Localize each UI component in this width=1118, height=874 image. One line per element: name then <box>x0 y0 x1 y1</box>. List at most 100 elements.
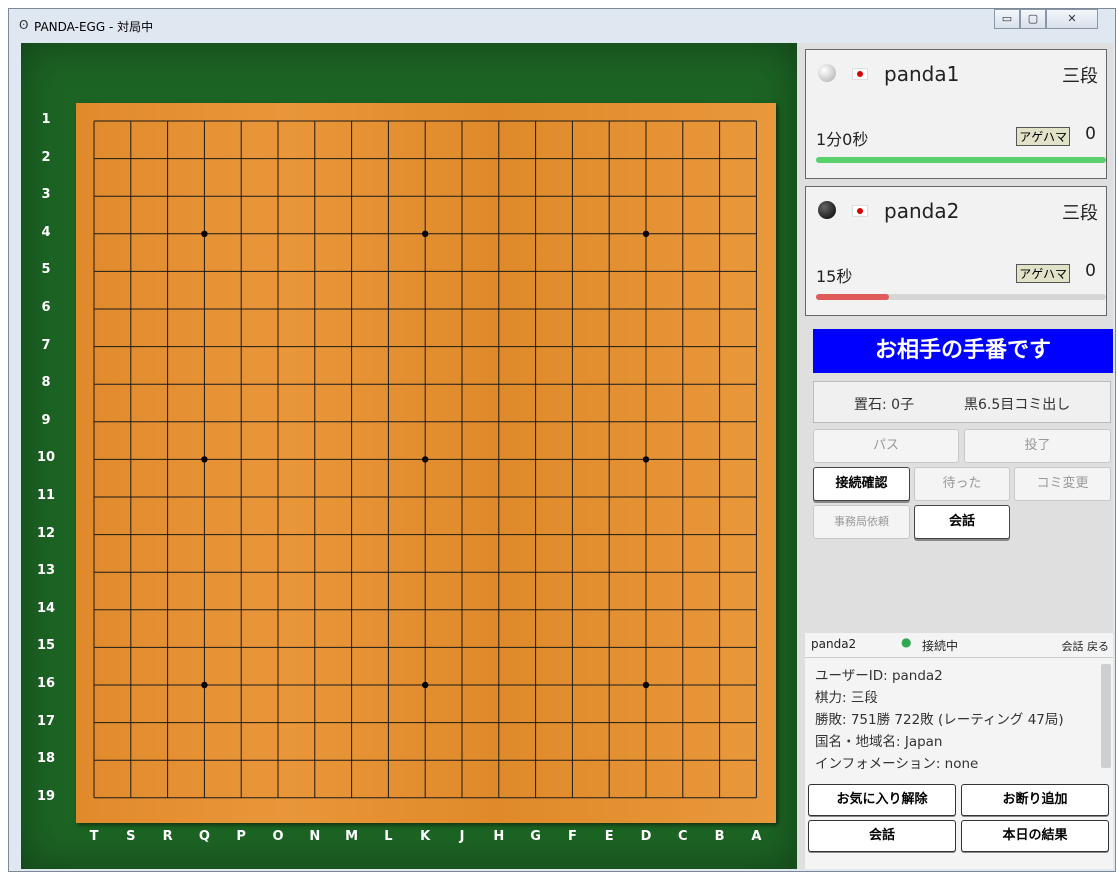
star-point <box>201 230 208 237</box>
info-line: ユーザーID: panda2 <box>815 668 943 684</box>
column-label: M <box>345 829 359 844</box>
time-bar-fill <box>816 294 889 300</box>
row-label: 6 <box>41 300 51 315</box>
chat-button[interactable]: 会話 <box>914 505 1010 539</box>
board-grid[interactable] <box>76 103 776 823</box>
info-line: 棋力: 三段 <box>815 690 878 706</box>
column-label: G <box>530 829 541 844</box>
time-bar-fill <box>816 157 1106 163</box>
resign-button[interactable]: 投了 <box>964 429 1111 463</box>
column-label: N <box>309 829 321 844</box>
info-username: panda2 <box>811 637 857 651</box>
japan-flag-icon <box>852 68 868 80</box>
bottom-buttons: お気に入り解除 お断り追加 会話 本日の結果 <box>805 778 1113 869</box>
row-label: 9 <box>41 412 51 428</box>
connection-check-button[interactable]: 接続確認 <box>813 467 910 501</box>
japan-flag-icon <box>852 205 868 217</box>
row-label: 4 <box>41 224 51 240</box>
column-label: J <box>459 829 465 844</box>
row-label: 18 <box>36 751 56 767</box>
user-info-panel: ユーザーID: panda2 棋力: 三段 勝敗: 751勝 722敗 (レーテ… <box>805 658 1113 778</box>
column-label: Q <box>198 829 210 844</box>
column-label: E <box>604 829 614 844</box>
row-label: 1 <box>41 112 51 127</box>
column-label: P <box>236 829 246 844</box>
row-label: 15 <box>36 638 56 654</box>
row-label: 3 <box>41 187 51 203</box>
maximize-button[interactable]: ▢ <box>1020 9 1046 29</box>
player-time: 15秒 <box>816 267 853 286</box>
unfavorite-button[interactable]: お気に入り解除 <box>808 784 956 816</box>
online-dot-icon: ● <box>901 635 912 649</box>
column-label: A <box>751 829 762 844</box>
office-request-button[interactable]: 事務局依頼 <box>813 505 910 539</box>
star-point <box>422 230 429 237</box>
row-label: 5 <box>41 262 51 278</box>
time-bar <box>816 294 1106 300</box>
time-bar <box>816 157 1106 163</box>
star-point <box>422 456 429 463</box>
star-point <box>642 681 650 689</box>
column-label: R <box>162 829 173 844</box>
column-label: S <box>126 829 136 844</box>
column-label: O <box>272 829 284 844</box>
app-window: ʘ PANDA-EGG - 対局中 ▭ ▢ ✕ 1 2 3 4 5 6 7 8 9 10 11 12 1… <box>8 8 1116 872</box>
undo-button[interactable]: 待った <box>914 467 1010 501</box>
star-point <box>201 456 208 463</box>
row-label: 8 <box>41 375 51 391</box>
minimize-button[interactable]: ▭ <box>994 9 1020 29</box>
go-board[interactable] <box>76 103 776 823</box>
column-label: B <box>714 829 725 844</box>
info-scrollbar[interactable] <box>1101 664 1111 768</box>
close-button[interactable]: ✕ <box>1046 9 1098 29</box>
column-label: C <box>678 829 688 844</box>
white-stone-icon <box>818 64 836 82</box>
star-point <box>422 681 429 689</box>
chat-button-bottom[interactable]: 会話 <box>808 820 956 852</box>
row-label: 19 <box>36 788 56 804</box>
window-title: PANDA-EGG - 対局中 <box>34 20 154 34</box>
title-bar: ʘ PANDA-EGG - 対局中 ▭ ▢ ✕ <box>9 9 1115 41</box>
player-rank: 三段 <box>1062 66 1098 87</box>
komi-text: 黒6.5目コミ出し <box>964 397 1071 413</box>
capture-count: 0 <box>1085 261 1096 281</box>
info-line: 国名・地域名: Japan <box>815 734 943 750</box>
player-card-white: panda1 三段 1分0秒 アゲハマ 0 <box>805 49 1107 179</box>
user-info-header: panda2 ● 接続中 会話 戻る <box>805 633 1113 658</box>
connection-status: 接続中 <box>922 639 959 653</box>
star-point <box>642 456 650 463</box>
row-label: 10 <box>36 450 56 466</box>
panda-icon: ʘ <box>19 18 29 32</box>
player-name: panda2 <box>884 199 960 223</box>
player-time: 1分0秒 <box>816 130 869 149</box>
column-label: F <box>567 829 577 844</box>
row-label: 12 <box>36 525 56 541</box>
player-rank: 三段 <box>1062 203 1098 224</box>
info-line: 勝敗: 751勝 722敗 (レーティング 47局) <box>815 712 1064 728</box>
handicap-text: 置石: 0子 <box>854 397 915 413</box>
today-results-button[interactable]: 本日の結果 <box>961 820 1109 852</box>
row-label: 7 <box>41 337 51 353</box>
column-label: L <box>384 829 393 844</box>
agehama-label: アゲハマ <box>1016 264 1070 283</box>
info-line: インフォメーション: none <box>815 756 979 772</box>
add-refusal-button[interactable]: お断り追加 <box>961 784 1109 816</box>
star-point <box>201 681 208 689</box>
row-label: 14 <box>36 600 56 616</box>
player-name: panda1 <box>884 62 960 86</box>
chat-back-links[interactable]: 会話 戻る <box>1061 640 1110 653</box>
capture-count: 0 <box>1085 124 1096 144</box>
black-stone-icon <box>818 201 836 219</box>
column-label: D <box>640 829 652 844</box>
column-label: H <box>493 829 505 844</box>
komi-change-button[interactable]: コミ変更 <box>1014 467 1111 501</box>
column-label: K <box>420 829 431 844</box>
row-label: 16 <box>36 676 56 691</box>
game-settings: 置石: 0子 黒6.5目コミ出し <box>813 381 1111 423</box>
row-label: 13 <box>36 563 56 579</box>
row-label: 11 <box>36 488 56 503</box>
pass-button[interactable]: パス <box>813 429 959 463</box>
column-label: T <box>89 829 99 844</box>
star-point <box>642 230 650 237</box>
